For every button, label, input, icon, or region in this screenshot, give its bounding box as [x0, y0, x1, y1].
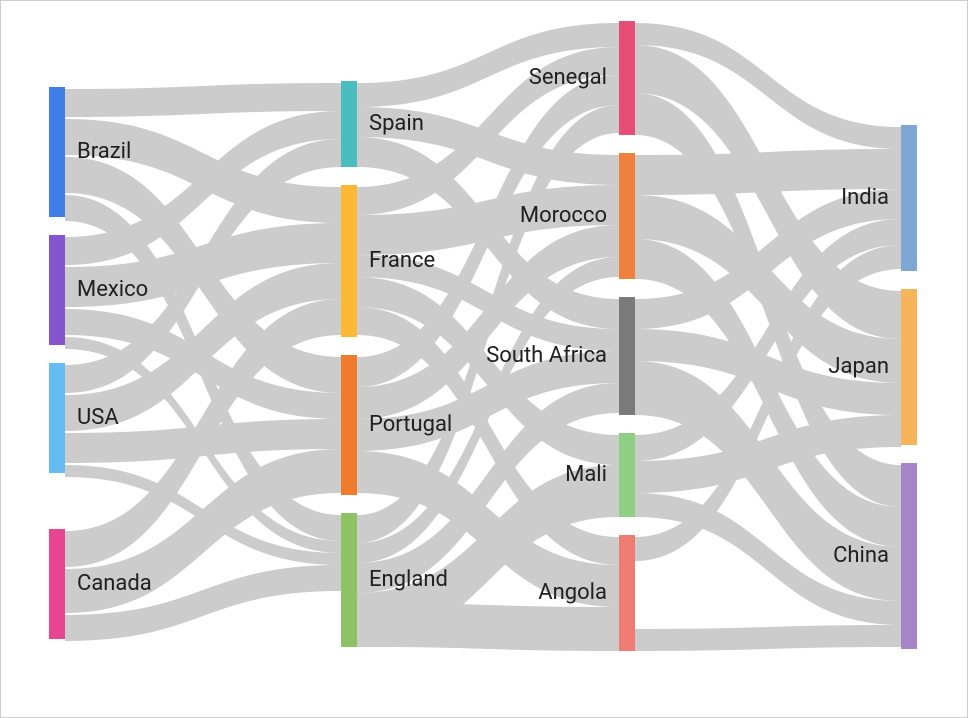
label-china: China [833, 543, 889, 568]
node-mexico[interactable] [49, 235, 65, 345]
node-japan[interactable] [901, 289, 917, 445]
node-portugal[interactable] [341, 355, 357, 495]
label-mali: Mali [565, 462, 607, 487]
link-angola-china[interactable] [635, 625, 901, 651]
label-england: England [369, 567, 448, 592]
label-senegal: Senegal [529, 65, 607, 90]
node-brazil[interactable] [49, 87, 65, 217]
label-south_africa: South Africa [486, 343, 607, 368]
label-portugal: Portugal [369, 412, 452, 437]
node-south_africa[interactable] [619, 297, 635, 415]
node-france[interactable] [341, 185, 357, 337]
node-senegal[interactable] [619, 21, 635, 135]
node-usa[interactable] [49, 363, 65, 473]
node-china[interactable] [901, 463, 917, 649]
node-canada[interactable] [49, 529, 65, 639]
label-canada: Canada [77, 571, 152, 596]
sankey-chart: Brazil Mexico USA Canada Spain France Portugal… [0, 0, 968, 718]
node-morocco[interactable] [619, 153, 635, 279]
label-angola: Angola [538, 580, 607, 605]
link-england-angola[interactable] [357, 603, 619, 651]
node-mali[interactable] [619, 433, 635, 517]
label-france: France [369, 248, 435, 273]
label-japan: Japan [828, 354, 889, 379]
link-brazil-spain[interactable] [65, 83, 341, 117]
node-spain[interactable] [341, 81, 357, 167]
label-usa: USA [77, 405, 119, 430]
label-spain: Spain [369, 111, 424, 136]
node-angola[interactable] [619, 535, 635, 651]
node-india[interactable] [901, 125, 917, 271]
label-morocco: Morocco [520, 203, 607, 228]
label-india: India [841, 185, 889, 210]
node-england[interactable] [341, 513, 357, 647]
links-layer [65, 23, 901, 651]
sankey-svg: Brazil Mexico USA Canada Spain France Portugal… [1, 1, 967, 717]
label-mexico: Mexico [77, 277, 148, 302]
label-brazil: Brazil [77, 139, 131, 164]
